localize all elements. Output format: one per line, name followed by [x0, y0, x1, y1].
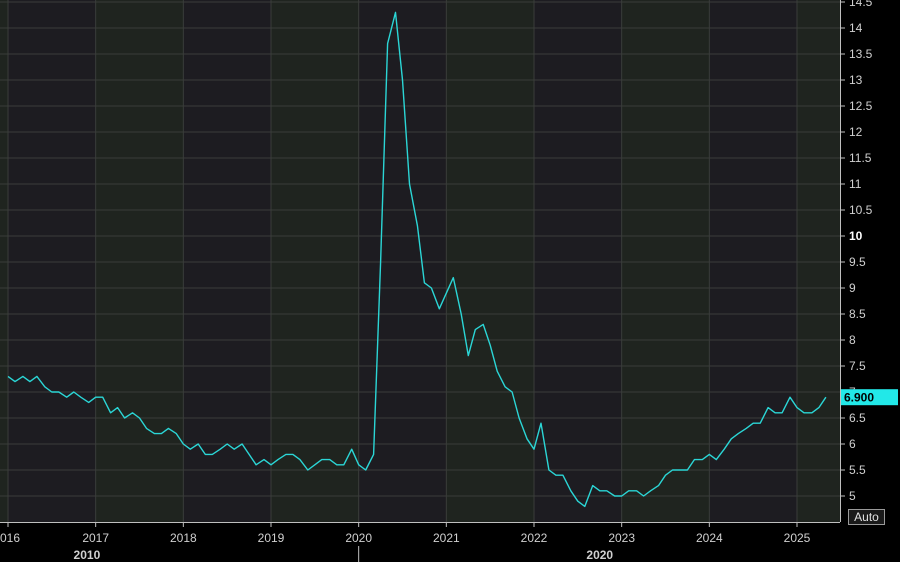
x-axis-ticks: 016 2017 2018 2019 2020 2021 2022 2023 2024 2025	[0, 522, 811, 545]
x-tick-label: 2019	[258, 531, 285, 545]
auto-scale-box	[848, 509, 885, 525]
y-tick-label: 5.5	[849, 463, 866, 477]
x-tick-label: 2017	[82, 531, 109, 545]
x-tick-label: 016	[0, 531, 20, 545]
year-band	[183, 0, 271, 522]
x-tick-label: 2020	[345, 531, 372, 545]
y-tick-label: 8	[849, 333, 856, 347]
y-tick-label: 13.5	[849, 47, 873, 61]
x-tick-label: 2023	[608, 531, 635, 545]
x-tick-label: 2022	[521, 531, 548, 545]
year-band	[621, 0, 710, 522]
year-band	[446, 0, 534, 522]
series-line	[7, 11, 827, 508]
decade-label: 2010	[74, 548, 101, 562]
auto-scale-label: Auto	[854, 510, 879, 524]
last-value-box	[841, 389, 898, 406]
y-tick-label: 14.5	[849, 0, 873, 9]
y-tick-label: 11.5	[849, 151, 872, 165]
y-tick-label: 9	[849, 281, 856, 295]
y-tick-label: 6.5	[849, 411, 866, 425]
chart-annotations: 2010 2020 6.900 Auto	[74, 389, 898, 562]
y-tick-label: 7.5	[849, 359, 866, 373]
x-tick-label: 2018	[170, 531, 197, 545]
y-tick-label: 9.5	[849, 255, 866, 269]
x-tick-label: 2025	[784, 531, 811, 545]
series-group	[7, 11, 827, 508]
y-tick-label: 12.5	[849, 99, 873, 113]
year-band	[0, 0, 8, 522]
year-band	[709, 0, 797, 522]
y-tick-label: 10	[849, 229, 863, 243]
axes	[0, 0, 841, 523]
last-value-label: 6.900	[844, 391, 874, 405]
x-tick-label: 2021	[433, 531, 460, 545]
y-tick-label: 14	[849, 21, 863, 35]
x-tick-label: 2024	[696, 531, 723, 545]
y-tick-label: 5	[849, 489, 856, 503]
y-tick-label: 8.5	[849, 307, 866, 321]
grid-lines	[0, 0, 840, 522]
y-tick-label: 11	[849, 177, 862, 191]
y-tick-label: 12	[849, 125, 863, 139]
year-band	[797, 0, 840, 522]
y-tick-label: 13	[849, 73, 863, 87]
year-band	[95, 0, 184, 522]
y-axis-ticks: 55.566.577.588.599.51010.51111.51212.513…	[840, 0, 873, 503]
y-tick-label: 6	[849, 437, 856, 451]
year-band	[8, 0, 96, 522]
y-tick-label: 10.5	[849, 203, 873, 217]
decade-label: 2020	[586, 548, 613, 562]
year-band	[534, 0, 622, 522]
year-band	[271, 0, 359, 522]
